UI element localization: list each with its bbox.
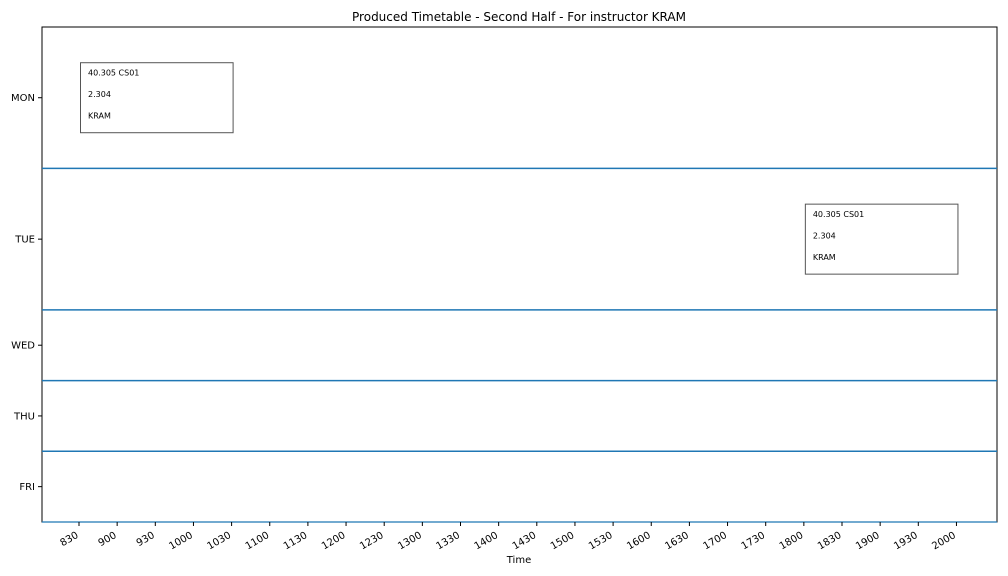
session-box bbox=[804, 203, 959, 275]
x-axis-label: Time bbox=[506, 555, 531, 566]
x-tick-label: 1800 bbox=[778, 530, 806, 552]
x-tick-label: 1400 bbox=[473, 530, 501, 552]
session-text: 2.304 bbox=[88, 90, 111, 99]
session-text: 2.304 bbox=[813, 232, 836, 241]
y-tick-label: MON bbox=[11, 93, 35, 104]
y-tick-label: FRI bbox=[19, 482, 35, 493]
x-tick-label: 1430 bbox=[511, 530, 539, 552]
x-tick-label: 1630 bbox=[663, 530, 691, 552]
x-tick-label: 1230 bbox=[358, 530, 386, 552]
x-tick-label: 1300 bbox=[396, 530, 424, 552]
x-tick-label: 1100 bbox=[244, 530, 272, 552]
x-tick-label: 1500 bbox=[549, 530, 577, 552]
chart-title: Produced Timetable - Second Half - For i… bbox=[352, 10, 686, 24]
x-tick-label: 930 bbox=[135, 530, 157, 549]
x-tick-label: 1700 bbox=[702, 530, 730, 552]
x-tick-label: 1200 bbox=[320, 530, 348, 552]
x-tick-label: 1030 bbox=[206, 530, 234, 552]
y-tick-label: TUE bbox=[14, 235, 35, 246]
y-tick-label: THU bbox=[13, 411, 35, 422]
session-text: 40.305 CS01 bbox=[88, 69, 139, 78]
session-text: 40.305 CS01 bbox=[813, 210, 864, 219]
session-box bbox=[80, 62, 234, 134]
x-tick-label: 2000 bbox=[930, 530, 958, 552]
x-tick-label: 1930 bbox=[892, 530, 920, 552]
session-text: KRAM bbox=[88, 112, 111, 121]
plot-area: MON TUE WED THU FRI 830 900 930 1000 1030 1100 1130… bbox=[11, 26, 998, 552]
x-tick-label: 1530 bbox=[587, 530, 615, 552]
x-tick-label: 1000 bbox=[167, 530, 195, 552]
x-tick-label: 900 bbox=[97, 530, 119, 549]
x-tick-label: 1900 bbox=[854, 530, 882, 552]
x-tick-label: 830 bbox=[58, 530, 80, 549]
x-tick-label: 1600 bbox=[625, 530, 653, 552]
x-tick-label: 1330 bbox=[434, 530, 462, 552]
x-tick-label: 1830 bbox=[816, 530, 844, 552]
x-tick-label: 1130 bbox=[282, 530, 310, 552]
x-tick-label: 1730 bbox=[740, 530, 768, 552]
y-tick-label: WED bbox=[11, 341, 35, 352]
session-text: KRAM bbox=[813, 253, 836, 262]
